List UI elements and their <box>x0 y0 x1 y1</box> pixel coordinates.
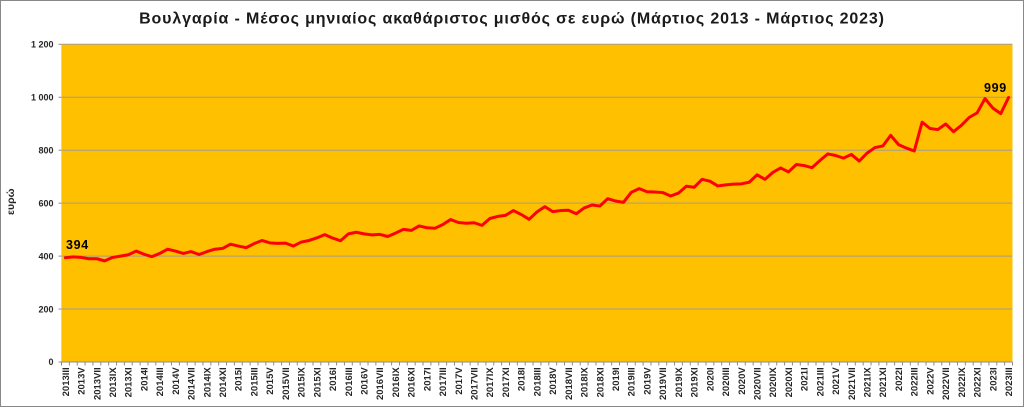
svg-text:2016III: 2016III <box>344 367 355 396</box>
svg-text:2019V: 2019V <box>642 367 653 395</box>
svg-text:2022I: 2022I <box>894 367 905 391</box>
svg-text:2017VII: 2017VII <box>470 367 481 400</box>
svg-text:2016XI: 2016XI <box>407 367 418 397</box>
svg-text:2018VII: 2018VII <box>564 367 575 400</box>
svg-text:2014IX: 2014IX <box>202 367 213 398</box>
svg-text:2016VII: 2016VII <box>375 367 386 400</box>
svg-text:2013XI: 2013XI <box>124 367 135 397</box>
svg-text:2015XI: 2015XI <box>312 367 323 397</box>
svg-text:2022XI: 2022XI <box>973 367 984 397</box>
svg-text:2023I: 2023I <box>988 367 999 391</box>
svg-text:2021III: 2021III <box>815 367 826 396</box>
svg-text:2019III: 2019III <box>627 367 638 396</box>
svg-text:2014III: 2014III <box>155 367 166 396</box>
svg-text:2018IX: 2018IX <box>580 367 591 398</box>
svg-text:800: 800 <box>38 145 53 155</box>
svg-text:2020III: 2020III <box>721 367 732 396</box>
svg-text:400: 400 <box>38 251 53 261</box>
svg-text:200: 200 <box>38 304 53 314</box>
svg-text:2017IX: 2017IX <box>485 367 496 398</box>
svg-text:999: 999 <box>984 81 1007 95</box>
svg-text:2021V: 2021V <box>831 367 842 395</box>
svg-text:2015V: 2015V <box>265 367 276 395</box>
svg-text:2017XI: 2017XI <box>501 367 512 397</box>
svg-text:2015VII: 2015VII <box>281 367 292 400</box>
svg-text:2013III: 2013III <box>61 367 72 396</box>
svg-text:2022IX: 2022IX <box>957 367 968 398</box>
svg-text:2019IX: 2019IX <box>674 367 685 398</box>
svg-text:2016IX: 2016IX <box>391 367 402 398</box>
svg-text:2014V: 2014V <box>171 367 182 395</box>
svg-text:2019XI: 2019XI <box>690 367 701 397</box>
svg-text:ευρώ: ευρώ <box>5 188 17 215</box>
svg-text:2014XI: 2014XI <box>218 367 229 397</box>
svg-text:2021I: 2021I <box>800 367 811 391</box>
svg-text:2021IX: 2021IX <box>863 367 874 398</box>
svg-text:2022V: 2022V <box>925 367 936 395</box>
svg-text:Βουλγαρία - Μέσος μηνιαίος ακα: Βουλγαρία - Μέσος μηνιαίος ακαθάριστος μ… <box>139 11 885 28</box>
svg-text:2023III: 2023III <box>1004 367 1015 396</box>
svg-text:2020XI: 2020XI <box>784 367 795 397</box>
svg-text:1 200: 1 200 <box>31 40 54 50</box>
svg-text:600: 600 <box>38 198 53 208</box>
svg-text:2013VII: 2013VII <box>92 367 103 400</box>
svg-text:2019I: 2019I <box>611 367 622 391</box>
svg-text:2016V: 2016V <box>359 367 370 395</box>
svg-text:2018III: 2018III <box>532 367 543 396</box>
svg-text:2018XI: 2018XI <box>595 367 606 397</box>
svg-text:2013V: 2013V <box>77 367 88 395</box>
svg-text:2013IX: 2013IX <box>108 367 119 398</box>
svg-text:2017V: 2017V <box>454 367 465 395</box>
svg-text:2015I: 2015I <box>234 367 245 391</box>
svg-text:2014VII: 2014VII <box>187 367 198 400</box>
svg-text:2015IX: 2015IX <box>297 367 308 398</box>
svg-text:2019VII: 2019VII <box>658 367 669 400</box>
svg-text:2020IX: 2020IX <box>768 367 779 398</box>
svg-text:2021XI: 2021XI <box>878 367 889 397</box>
svg-text:2018V: 2018V <box>548 367 559 395</box>
svg-text:2018I: 2018I <box>517 367 528 391</box>
svg-text:2022III: 2022III <box>910 367 921 396</box>
svg-text:2017III: 2017III <box>438 367 449 396</box>
svg-text:2014I: 2014I <box>139 367 150 391</box>
svg-text:394: 394 <box>66 238 89 252</box>
svg-text:1 000: 1 000 <box>31 92 54 102</box>
svg-text:2020V: 2020V <box>737 367 748 395</box>
svg-text:2015III: 2015III <box>249 367 260 396</box>
svg-text:2017I: 2017I <box>422 367 433 391</box>
svg-text:2022VII: 2022VII <box>941 367 952 400</box>
svg-text:2021VII: 2021VII <box>847 367 858 400</box>
svg-text:2020VII: 2020VII <box>752 367 763 400</box>
svg-text:2016I: 2016I <box>328 367 339 391</box>
svg-text:0: 0 <box>48 357 53 367</box>
svg-text:2020I: 2020I <box>705 367 716 391</box>
